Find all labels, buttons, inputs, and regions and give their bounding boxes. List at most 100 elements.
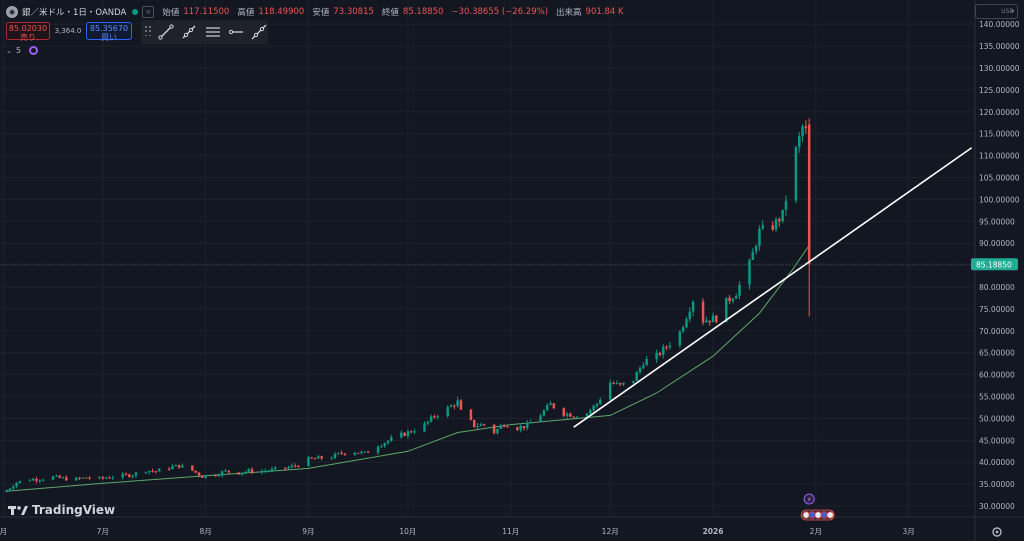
- drag-handle-icon[interactable]: [145, 26, 151, 38]
- parallel-channel-icon[interactable]: [204, 23, 221, 41]
- candle-body: [353, 452, 357, 455]
- candle-body: [781, 209, 784, 222]
- time-axis-label: 月: [0, 527, 7, 536]
- candle-body: [482, 424, 486, 426]
- candle-body: [406, 431, 410, 436]
- candle-body: [446, 406, 449, 417]
- candle-body: [220, 471, 224, 476]
- candle-body: [433, 416, 436, 418]
- candle-body: [274, 467, 277, 469]
- indicator-visibility-icon[interactable]: [28, 46, 38, 55]
- tradingview-logo: TradingView: [8, 503, 115, 517]
- candle-body: [522, 425, 526, 428]
- candle-body: [542, 410, 546, 416]
- candle-body: [38, 480, 42, 482]
- buy-button[interactable]: 85.35670 買い: [86, 22, 132, 42]
- indicator-row[interactable]: ⌄ 5: [6, 46, 38, 55]
- sell-price: 85.02030: [8, 24, 48, 33]
- candle-body: [472, 419, 476, 427]
- candle-body: [177, 464, 181, 468]
- price-axis-label: 50.00000: [979, 414, 1015, 423]
- candle-body: [728, 297, 731, 302]
- currency-value: USD: [1001, 8, 1014, 15]
- candle-body: [681, 327, 685, 332]
- candle-body: [645, 359, 648, 366]
- sell-button[interactable]: 85.02030 売り: [6, 22, 50, 42]
- extended-line-icon[interactable]: [251, 23, 268, 41]
- candle-body: [569, 413, 572, 417]
- candle-body: [390, 437, 393, 441]
- candle-body: [734, 295, 738, 299]
- horizontal-ray-icon[interactable]: [227, 23, 244, 41]
- time-axis-label: 10月: [399, 527, 416, 536]
- candle-body: [78, 477, 81, 479]
- candle-body: [240, 473, 244, 475]
- candle-body: [264, 470, 267, 472]
- price-axis-label: 55.00000: [979, 393, 1015, 402]
- sell-label: 売り: [20, 33, 36, 42]
- candle-body: [201, 475, 204, 478]
- open-label: 始値: [162, 8, 180, 18]
- time-axis-label: 8月: [199, 527, 211, 536]
- time-axis-label: 11月: [502, 527, 519, 536]
- candle-body: [217, 475, 221, 477]
- candle-body: [55, 475, 58, 477]
- candle-body: [715, 315, 718, 323]
- candle-body: [356, 452, 360, 454]
- candle-body: [526, 422, 529, 428]
- candle-body: [409, 431, 413, 433]
- currency-select[interactable]: USD ▾: [975, 4, 1018, 19]
- symbol-legend: ◉ 銀／米ドル・1日・OANDA × 始値 117.11500 高値 118.4…: [6, 5, 628, 19]
- candle-body: [456, 400, 459, 407]
- low-value: 73.30815: [333, 7, 374, 17]
- candle-body: [426, 421, 430, 424]
- ray-icon[interactable]: [180, 23, 197, 41]
- candle-body: [685, 319, 688, 328]
- candle-body: [267, 470, 270, 472]
- volume-value: 901.84 K: [585, 7, 624, 17]
- settings-gear-icon[interactable]: [991, 526, 1003, 538]
- candle-body: [731, 298, 735, 302]
- candle-body: [549, 403, 552, 406]
- candle-body: [383, 443, 386, 447]
- candle-body: [41, 479, 45, 481]
- volume-label: 出来高: [556, 8, 582, 18]
- candle-body: [104, 477, 108, 479]
- candle-body: [774, 219, 778, 230]
- candle-body: [552, 403, 556, 409]
- candle-body: [758, 228, 761, 247]
- price-axis-label: 115.00000: [979, 130, 1020, 139]
- candle-body: [75, 477, 78, 481]
- lightning-glyph: ⚡: [807, 496, 812, 504]
- candle-body: [171, 466, 174, 470]
- candle-body: [708, 320, 711, 323]
- candle-body: [270, 468, 274, 471]
- time-axis-label: 3月: [903, 527, 915, 536]
- candle-body: [15, 482, 18, 487]
- last-price-tag-label: 85.18850: [976, 260, 1012, 269]
- high-label: 高値: [237, 8, 255, 18]
- candle-body: [88, 477, 91, 479]
- us-flag-icon: [826, 511, 834, 519]
- market-open-dot-icon: [132, 9, 139, 15]
- close-legend-icon[interactable]: ×: [142, 6, 155, 18]
- collapse-chevron-icon[interactable]: ⌄: [6, 46, 12, 55]
- candle-body: [748, 259, 751, 285]
- candle-body: [191, 465, 194, 471]
- candle-body: [131, 475, 134, 477]
- symbol-title[interactable]: 銀／米ドル・1日・OANDA: [22, 8, 127, 18]
- candle-body: [297, 465, 300, 467]
- candle-body: [539, 415, 542, 423]
- candle-body: [181, 465, 184, 468]
- candle-body: [111, 477, 114, 479]
- trend-line-icon[interactable]: [157, 23, 174, 41]
- candle-body: [340, 452, 343, 454]
- candle-body: [612, 382, 615, 384]
- candle-body: [380, 446, 383, 448]
- candle-body: [691, 301, 695, 312]
- time-axis-label: 9月: [302, 527, 314, 536]
- candle-body: [665, 346, 668, 348]
- candle-body: [124, 473, 128, 475]
- candle-body: [154, 471, 158, 473]
